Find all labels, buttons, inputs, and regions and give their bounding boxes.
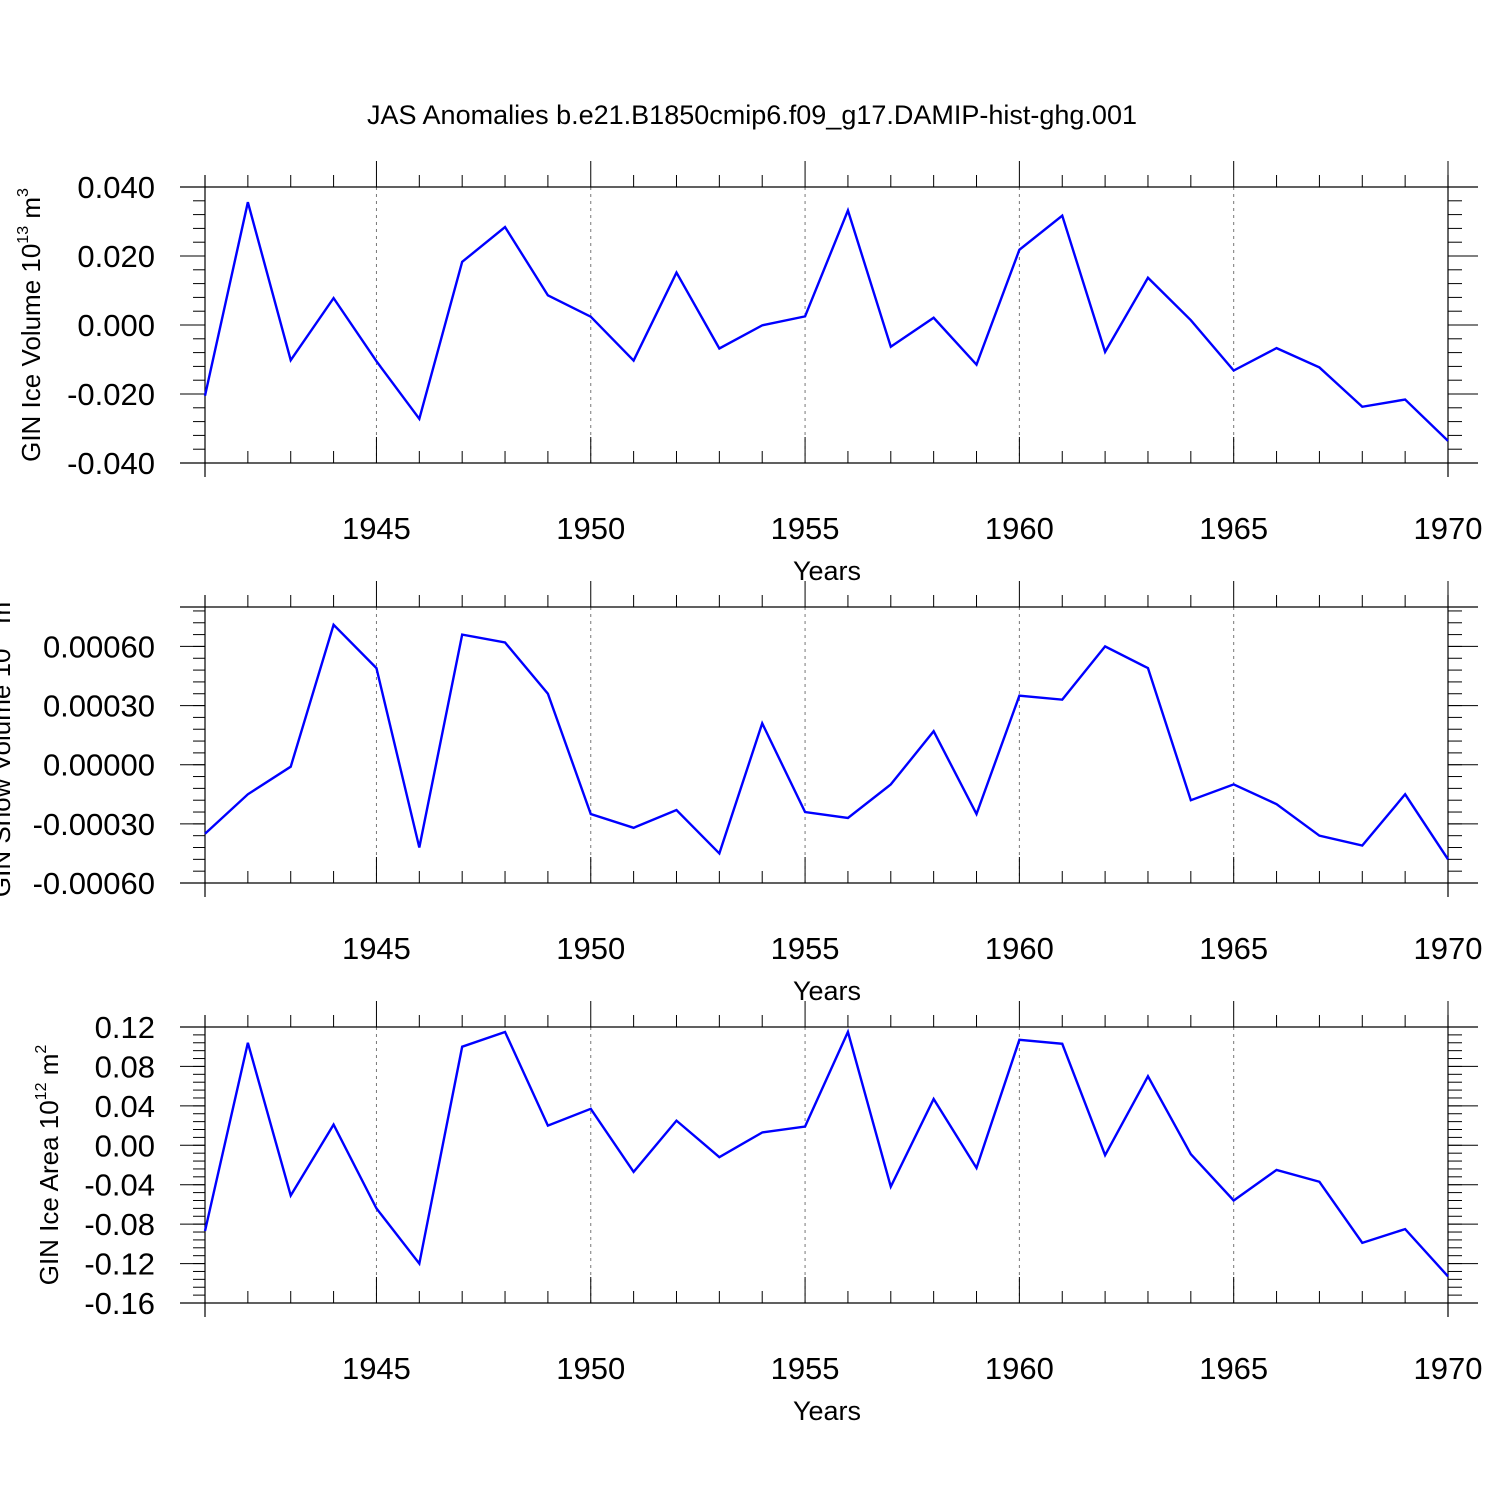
- series-line: [203, 201, 1449, 442]
- x-tick-label: 1965: [1199, 931, 1268, 966]
- series-line: [203, 1028, 1449, 1278]
- x-tick-label: 1960: [985, 931, 1054, 966]
- y-label-unit: m: [34, 1054, 64, 1083]
- y-tick-label: -0.12: [84, 1247, 155, 1282]
- y-tick-label: 0.12: [95, 1010, 155, 1045]
- x-tick-label: 1945: [342, 1351, 411, 1386]
- x-tick-label: 1955: [771, 511, 840, 546]
- figure-title: JAS Anomalies b.e21.B1850cmip6.f09_g17.D…: [367, 100, 1137, 130]
- x-tick-label: 1955: [771, 931, 840, 966]
- panel-ice-volume: 1945 1950 1955 1960 1965 1970 Years 0.040 0.020 0…: [15, 161, 1482, 586]
- x-tick-label: 1960: [985, 1351, 1054, 1386]
- y-axis-label: GIN Snow Volume 1013 m3: [0, 593, 16, 897]
- x-tick-label: 1965: [1199, 1351, 1268, 1386]
- y-tick-label: 0.020: [77, 239, 155, 274]
- y-label-unit: m: [16, 197, 46, 226]
- y-tick-label: -0.04: [84, 1168, 155, 1203]
- x-tick-label: 1945: [342, 931, 411, 966]
- y-tick-label: 0.00030: [43, 689, 155, 724]
- y-tick-label: 0.04: [95, 1089, 155, 1124]
- panel-ice-area: 1945 1950 1955 1960 1965 1970 Years 0.12 0.08 0.0…: [33, 1001, 1482, 1426]
- y-axis-label: GIN Ice Volume 1013 m3: [15, 188, 46, 462]
- x-tick-label: 1950: [556, 931, 625, 966]
- y-tick-label: 0.08: [95, 1049, 155, 1084]
- y-label-main: GIN Ice Volume 10: [16, 244, 46, 462]
- x-tick-label: 1970: [1414, 511, 1483, 546]
- y-tick-label: 0.00060: [43, 629, 155, 664]
- y-tick-label: 0.00: [95, 1128, 155, 1163]
- y-label-main: GIN Snow Volume 10: [0, 649, 16, 898]
- y-label-unit-exponent: 3: [15, 188, 32, 197]
- x-tick-label: 1970: [1414, 931, 1483, 966]
- x-tick-label: 1965: [1199, 511, 1268, 546]
- y-label-exponent: 13: [0, 631, 2, 649]
- x-axis-label: Years: [793, 556, 861, 586]
- y-tick-label: 0.000: [77, 308, 155, 343]
- x-tick-label: 1950: [556, 511, 625, 546]
- x-tick-label: 1960: [985, 511, 1054, 546]
- x-tick-label: 1955: [771, 1351, 840, 1386]
- y-tick-label: -0.00060: [33, 866, 155, 901]
- y-label-unit-exponent: 3: [0, 593, 2, 602]
- x-tick-label: 1970: [1414, 1351, 1483, 1386]
- y-tick-label: -0.00030: [33, 807, 155, 842]
- y-label-exponent: 12: [33, 1082, 50, 1100]
- y-label-exponent: 13: [15, 226, 32, 244]
- y-tick-label: -0.040: [67, 446, 155, 481]
- x-axis-label: Years: [793, 976, 861, 1006]
- y-tick-label: -0.16: [84, 1286, 155, 1321]
- y-tick-label: -0.020: [67, 377, 155, 412]
- y-tick-label: -0.08: [84, 1207, 155, 1242]
- series-line: [204, 622, 1450, 861]
- y-label-unit-exponent: 2: [33, 1045, 50, 1054]
- y-label-unit: m: [0, 602, 16, 631]
- y-tick-label: 0.040: [77, 170, 155, 205]
- x-axis-label: Years: [793, 1396, 861, 1426]
- x-tick-label: 1950: [556, 1351, 625, 1386]
- panel-snow-volume: 1945 1950 1955 1960 1965 1970 Years 0.00060 0.00…: [0, 581, 1482, 1006]
- x-tick-label: 1945: [342, 511, 411, 546]
- y-label-main: GIN Ice Area 10: [34, 1100, 64, 1285]
- y-axis-label: GIN Ice Area 1012 m2: [33, 1045, 64, 1286]
- y-tick-label: 0.00000: [43, 748, 155, 783]
